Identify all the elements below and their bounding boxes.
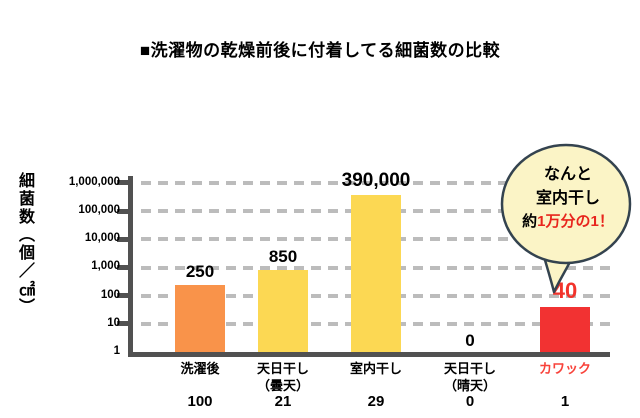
bar-3 bbox=[351, 194, 401, 352]
speech-bubble-body bbox=[500, 143, 632, 265]
speech-bubble-text: なんと 室内干し 約1万分の1！ bbox=[506, 163, 630, 234]
bar-value-label: 390,000 bbox=[341, 169, 411, 191]
x-category-label: カワック bbox=[538, 361, 591, 376]
y-axis-tick bbox=[117, 265, 128, 270]
relative-value: 100 bbox=[187, 393, 213, 410]
y-tick-label: 1,000,000 bbox=[68, 175, 120, 188]
relative-value: 0 bbox=[465, 393, 475, 410]
y-tick-label: 1 bbox=[113, 345, 120, 357]
bubble-line-1: なんと bbox=[543, 166, 592, 183]
relative-value: 1 bbox=[560, 393, 570, 410]
y-axis-tick bbox=[117, 293, 128, 299]
y-axis-tick bbox=[117, 208, 128, 214]
bar-value-label: 0 bbox=[465, 331, 475, 350]
y-tick-label: 10 bbox=[107, 316, 120, 329]
bar-1 bbox=[175, 284, 225, 352]
relative-value: 21 bbox=[274, 393, 292, 410]
y-axis-tick bbox=[117, 180, 128, 186]
y-tick-label: 100 bbox=[100, 288, 120, 301]
bar-value-label: 850 bbox=[268, 246, 298, 266]
bubble-line-3-highlight: 1万分の1！ bbox=[537, 213, 614, 230]
y-axis-unit-label: 細菌数（個／㎠） bbox=[16, 172, 33, 316]
bar-5 bbox=[540, 306, 590, 352]
y-tick-label: 100,000 bbox=[78, 204, 120, 217]
x-category-label: 天日干し （曇天） bbox=[256, 361, 309, 393]
bubble-line-3-prefix: 約 bbox=[522, 213, 538, 230]
y-axis-tick bbox=[117, 321, 128, 327]
bar-value-label: 250 bbox=[185, 261, 215, 281]
plot-area: 250 850 390,000 0 40 bbox=[117, 171, 610, 357]
x-category-label: 室内干し bbox=[349, 361, 402, 376]
x-category-label: 洗濯後 bbox=[180, 361, 220, 376]
speech-bubble bbox=[500, 143, 632, 294]
bubble-line-2: 室内干し bbox=[535, 190, 600, 207]
gridline bbox=[141, 180, 610, 185]
bubble-line-3: 約1万分の1！ bbox=[506, 211, 630, 234]
chart-title: ■洗濯物の乾燥前後に付着してる細菌数の比較 bbox=[139, 41, 501, 60]
y-axis-tick bbox=[117, 236, 128, 242]
relative-value: 29 bbox=[367, 393, 385, 410]
bar-2 bbox=[258, 269, 308, 352]
x-category-label: 天日干し （晴天） bbox=[443, 361, 496, 393]
y-tick-label: 1,000 bbox=[91, 260, 120, 273]
y-tick-label: 10,000 bbox=[84, 232, 120, 245]
